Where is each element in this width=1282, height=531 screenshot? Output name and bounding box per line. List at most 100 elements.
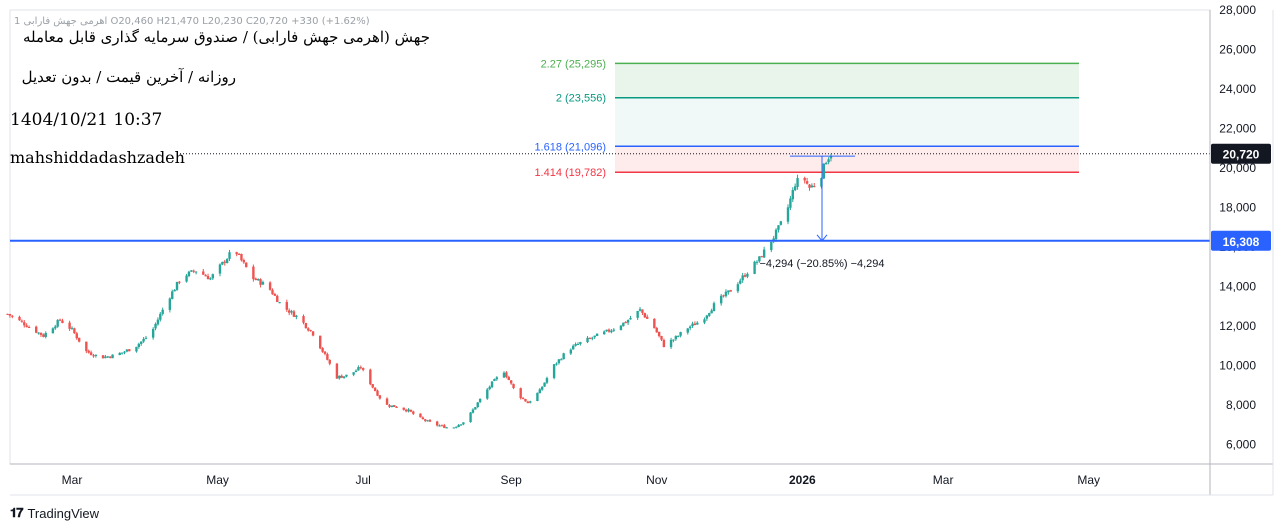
candle-body — [25, 325, 28, 328]
candle-body — [175, 281, 179, 290]
fib-level-label: 1.414 (19,782) — [534, 167, 606, 179]
candle-body — [686, 328, 689, 333]
candle-body — [557, 359, 561, 364]
candle-body — [319, 335, 322, 349]
candle-body — [44, 332, 47, 337]
author-name: mahshiddadashzadeh — [10, 148, 185, 167]
chart-datetime: 1404/10/21 10:37 — [10, 110, 163, 130]
candle-body — [354, 370, 358, 373]
candle-body — [42, 334, 45, 337]
candle-body — [151, 328, 155, 338]
candle-body — [443, 425, 446, 428]
candle-body — [58, 319, 62, 321]
candle-body — [338, 375, 341, 379]
candle-body — [421, 417, 425, 420]
candle-body — [810, 185, 814, 188]
y-tick-label: 14,000 — [1219, 279, 1256, 293]
candle-body — [295, 315, 298, 317]
candle-body — [77, 337, 81, 342]
candle-body — [741, 275, 744, 281]
candle-body — [576, 343, 580, 345]
candle-body — [743, 275, 747, 277]
candle-body — [703, 319, 706, 323]
candle-body — [779, 221, 783, 225]
candle-body — [304, 323, 308, 329]
fibonacci-extension[interactable]: 2.27 (25,295) 2 (23,556) 1.618 (21,096) 1.4… — [534, 58, 1079, 179]
last-price-badge — [1211, 143, 1271, 164]
candle-body — [340, 375, 343, 378]
candle-body — [545, 378, 549, 383]
candle-body — [727, 290, 730, 293]
candle-body — [524, 398, 527, 402]
candle-body — [603, 331, 606, 335]
candle-body — [223, 261, 226, 263]
candle-body — [404, 409, 408, 412]
candle-body — [235, 252, 238, 255]
candle-body — [245, 262, 248, 268]
y-tick-label: 12,000 — [1219, 319, 1256, 333]
candle-body — [476, 402, 479, 407]
candle-body — [452, 427, 456, 429]
candle-body — [120, 352, 124, 354]
candle-body — [104, 356, 107, 359]
candle-body — [6, 313, 9, 315]
candle-body — [144, 337, 148, 339]
candle-body — [808, 184, 811, 188]
candle-body — [202, 271, 205, 275]
candle-body — [426, 420, 429, 422]
drawings[interactable]: −4,294 (−20.85%) −4,294 — [10, 153, 1210, 270]
chart-subtitle: روزانه / آخرین قیمت / بدون تعدیل — [21, 68, 236, 86]
candle-body — [345, 374, 348, 377]
x-tick-label: 2026 — [789, 473, 816, 487]
candle-body — [342, 376, 346, 378]
candle-body — [85, 341, 88, 352]
y-tick-label: 24,000 — [1219, 82, 1256, 96]
candle-body — [653, 318, 656, 329]
candle-body — [724, 291, 728, 297]
candle-body — [543, 382, 546, 387]
candle-body — [569, 349, 573, 354]
candle-body — [56, 320, 59, 327]
candle-body — [187, 271, 191, 277]
x-tick-label: Nov — [646, 473, 667, 487]
candle-body — [161, 309, 164, 314]
candle-body — [51, 328, 55, 334]
candles — [6, 153, 833, 429]
ohlc-legend: اهرمی جهش فارابی 1 O20,460 H21,470 L20,2… — [14, 16, 370, 27]
candle-body — [54, 326, 57, 329]
candle-body — [655, 328, 658, 333]
candle-body — [228, 252, 231, 259]
candle-body — [827, 159, 830, 163]
y-tick-label: 26,000 — [1219, 42, 1256, 56]
x-tick-label: Jul — [356, 473, 371, 487]
candle-body — [61, 320, 64, 323]
level-badge — [1211, 230, 1271, 251]
candle-body — [256, 278, 260, 281]
candle-body — [407, 409, 410, 412]
candle-body — [796, 178, 799, 187]
candle-body — [591, 337, 594, 339]
candle-body — [371, 384, 374, 388]
y-tick-label: 8,000 — [1226, 398, 1256, 412]
candle-body — [495, 377, 499, 380]
candle-body — [538, 389, 541, 394]
candle-body — [643, 313, 647, 318]
candle-body — [328, 359, 331, 364]
candle-body — [803, 178, 806, 181]
candle-body — [111, 354, 114, 359]
candle-body — [194, 271, 198, 273]
candle-body — [758, 256, 761, 262]
candle-body — [786, 207, 790, 222]
candle-body — [89, 352, 93, 355]
candle-body — [419, 413, 422, 418]
tradingview-logo[interactable]: 𝟏𝟕 TradingView — [10, 505, 99, 521]
candle-body — [8, 314, 12, 316]
candle-body — [696, 322, 699, 325]
candle-body — [607, 329, 611, 332]
candle-body — [719, 295, 723, 304]
candle-body — [192, 270, 195, 272]
candle-body — [204, 275, 207, 277]
candle-body — [311, 331, 315, 336]
candle-body — [722, 295, 725, 297]
